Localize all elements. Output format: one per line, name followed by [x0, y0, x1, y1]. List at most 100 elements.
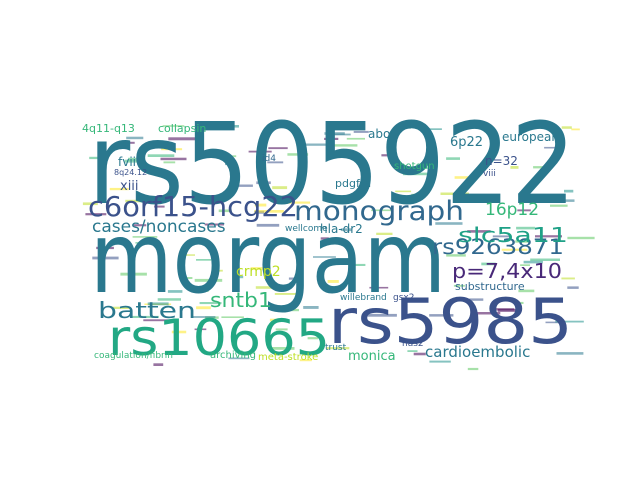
texture-mark: [287, 153, 309, 156]
texture-mark: [530, 258, 560, 261]
texture-mark: [255, 286, 277, 289]
texture-mark: [303, 306, 319, 309]
texture-mark: [96, 246, 114, 250]
texture-mark: [376, 232, 393, 235]
word: morgam: [90, 202, 446, 316]
texture-mark: [371, 209, 394, 212]
texture-mark: [474, 312, 501, 315]
texture-mark: [330, 144, 358, 147]
word: sntb1: [210, 288, 272, 312]
word: 16p12: [485, 200, 539, 220]
word: willebrand: [340, 293, 387, 303]
texture-mark: [567, 236, 595, 240]
texture-mark: [133, 224, 147, 227]
small-words-background: [82, 125, 595, 371]
texture-mark: [147, 302, 169, 306]
texture-mark: [428, 128, 442, 130]
texture-mark: [153, 363, 164, 366]
texture-mark: [122, 141, 135, 144]
texture-mark: [214, 269, 223, 272]
texture-mark: [171, 330, 187, 334]
texture-mark: [204, 223, 224, 226]
texture-mark: [402, 126, 412, 129]
texture-mark: [233, 275, 244, 279]
word: shotgun: [394, 161, 435, 172]
texture-mark: [167, 290, 183, 293]
texture-mark: [85, 213, 107, 216]
texture-mark: [515, 240, 529, 243]
texture-mark: [327, 280, 339, 283]
word: rs505922: [88, 100, 576, 230]
texture-mark: [197, 289, 209, 292]
word: 8q24.12: [114, 168, 147, 177]
texture-mark: [233, 184, 253, 187]
word: wellcome: [285, 224, 328, 234]
texture-mark: [533, 166, 546, 169]
word: archiving: [210, 350, 256, 361]
texture-mark: [284, 201, 311, 204]
texture-mark: [221, 125, 239, 128]
texture-mark: [381, 154, 395, 157]
word: has2: [402, 339, 424, 349]
texture-mark: [126, 136, 144, 140]
texture-mark: [161, 148, 183, 151]
texture-mark: [288, 277, 303, 280]
texture-mark: [556, 352, 584, 355]
texture-mark: [435, 222, 463, 225]
texture-mark: [514, 301, 524, 304]
texture-mark: [307, 337, 318, 340]
word: viii: [483, 169, 496, 179]
texture-mark: [248, 150, 272, 153]
texture-mark: [520, 264, 530, 266]
texture-mark: [429, 314, 454, 317]
texture-mark: [501, 248, 528, 251]
word: gsx2: [393, 293, 414, 303]
texture-mark: [225, 155, 237, 158]
texture-mark: [192, 316, 216, 318]
texture-mark: [89, 156, 105, 160]
texture-mark: [367, 313, 397, 317]
texture-mark: [545, 321, 563, 324]
texture-mark: [135, 242, 153, 244]
texture-mark: [180, 254, 195, 256]
texture-mark: [555, 320, 584, 323]
word: substructure: [455, 280, 525, 293]
texture-mark: [196, 306, 211, 310]
texture-mark: [492, 235, 511, 238]
texture-mark: [109, 187, 129, 191]
word: crmp2: [236, 264, 281, 280]
word: cases/noncases: [92, 217, 226, 237]
texture-mark: [128, 157, 137, 161]
texture-mark: [111, 306, 130, 309]
texture-mark: [267, 161, 284, 164]
word: monica: [348, 349, 396, 364]
texture-mark: [517, 209, 531, 212]
texture-mark: [256, 181, 271, 185]
word: 6p22: [450, 135, 483, 150]
word: rs10665: [108, 309, 330, 367]
word: rs5985: [328, 285, 573, 358]
word: pdgfra: [335, 177, 371, 190]
texture-mark: [274, 293, 299, 295]
word: monograph: [294, 196, 464, 227]
word: coagulation/fibrin: [94, 351, 173, 361]
word: n=32: [485, 154, 518, 168]
texture-mark: [510, 166, 519, 169]
texture-mark: [162, 125, 185, 127]
texture-mark: [413, 352, 426, 356]
texture-mark: [411, 193, 423, 197]
texture-mark: [256, 223, 280, 227]
texture-mark: [429, 360, 451, 363]
word: meta-stroke: [258, 352, 318, 363]
texture-mark: [271, 347, 295, 350]
texture-mark: [194, 328, 207, 331]
texture-mark: [143, 319, 171, 322]
texture-mark: [567, 286, 579, 289]
texture-mark: [561, 126, 572, 129]
word: european: [502, 130, 559, 144]
word: collapsin: [158, 122, 206, 135]
texture-mark: [147, 154, 175, 157]
texture-mark: [228, 357, 250, 360]
texture-mark: [194, 278, 223, 282]
